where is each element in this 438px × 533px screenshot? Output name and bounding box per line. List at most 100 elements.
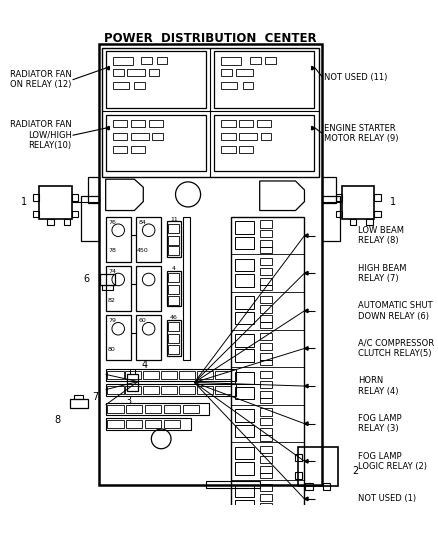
Bar [221,56,241,66]
Bar [336,211,342,217]
Bar [374,211,381,217]
Bar [166,320,181,356]
Bar [164,405,180,413]
Bar [106,384,236,396]
Bar [81,196,99,241]
Text: 1: 1 [21,197,27,207]
Bar [260,220,272,228]
Bar [235,372,254,384]
Polygon shape [106,66,109,70]
Bar [106,266,131,311]
Text: 46: 46 [170,316,178,320]
Bar [106,369,236,381]
Bar [260,483,272,491]
Bar [197,386,213,394]
Bar [235,484,254,497]
Bar [260,511,272,516]
Text: 8: 8 [55,415,61,425]
Bar [64,219,70,225]
Bar [168,334,179,343]
Bar [106,316,131,360]
Bar [305,483,313,490]
Bar [260,456,272,463]
Bar [33,195,39,201]
Bar [265,56,276,63]
Bar [125,386,141,394]
Bar [235,349,254,362]
Polygon shape [304,309,308,313]
Bar [145,405,161,413]
Bar [215,386,231,394]
Bar [260,494,272,500]
Polygon shape [106,126,109,130]
Bar [74,395,83,399]
Text: 4: 4 [141,360,148,370]
Text: FOG LAMP
LOGIC RELAY (2): FOG LAMP LOGIC RELAY (2) [358,451,427,471]
Bar [260,247,272,253]
Bar [168,322,179,332]
Bar [113,82,129,88]
Bar [322,196,340,241]
Bar [106,403,208,415]
Bar [235,296,254,309]
Bar [214,115,314,171]
Bar [221,120,236,127]
Bar [113,56,133,66]
Bar [161,371,177,379]
Bar [131,120,145,127]
Text: FOG LAMP
RELAY (3): FOG LAMP RELAY (3) [358,414,402,433]
Bar [235,259,254,271]
Polygon shape [304,346,308,350]
Bar [168,296,179,304]
Bar [260,391,272,398]
Text: 7: 7 [92,392,99,402]
Bar [107,405,124,413]
Bar [261,133,271,140]
Bar [221,133,236,140]
Bar [136,266,161,311]
Bar [260,503,272,511]
Bar [130,369,135,374]
Bar [239,146,254,153]
Polygon shape [304,234,308,237]
Bar [148,120,163,127]
Bar [127,374,138,391]
Text: 1: 1 [389,197,396,207]
Bar [168,273,179,282]
Bar [179,371,195,379]
Text: AUTOMATIC SHUT
DOWN RELAY (6): AUTOMATIC SHUT DOWN RELAY (6) [358,301,433,320]
Bar [260,278,272,285]
Text: A/C COMPRESSOR
CLUTCH RELAY(5): A/C COMPRESSOR CLUTCH RELAY(5) [358,339,434,358]
Text: 4: 4 [172,266,176,271]
Bar [260,268,272,275]
Polygon shape [304,271,308,275]
Bar [113,120,127,127]
Bar [131,133,148,140]
Bar [143,386,159,394]
Bar [298,447,338,486]
Bar [168,285,179,294]
Bar [214,51,314,108]
Text: 450: 450 [137,248,148,253]
Polygon shape [304,422,308,425]
Bar [166,271,181,306]
Text: 60: 60 [138,318,146,323]
Bar [235,462,254,475]
Bar [166,221,181,257]
Bar [113,69,124,76]
Bar [239,133,257,140]
Bar [106,418,191,430]
Bar [106,51,206,108]
Bar [99,44,322,484]
Polygon shape [304,384,308,388]
Bar [260,408,272,416]
Bar [113,133,127,140]
Bar [295,454,302,461]
Bar [239,120,254,127]
Bar [126,405,142,413]
Bar [260,296,272,303]
Text: 82: 82 [108,297,116,303]
Text: 80: 80 [108,347,116,352]
Bar [168,246,179,255]
Text: 78: 78 [108,248,116,253]
